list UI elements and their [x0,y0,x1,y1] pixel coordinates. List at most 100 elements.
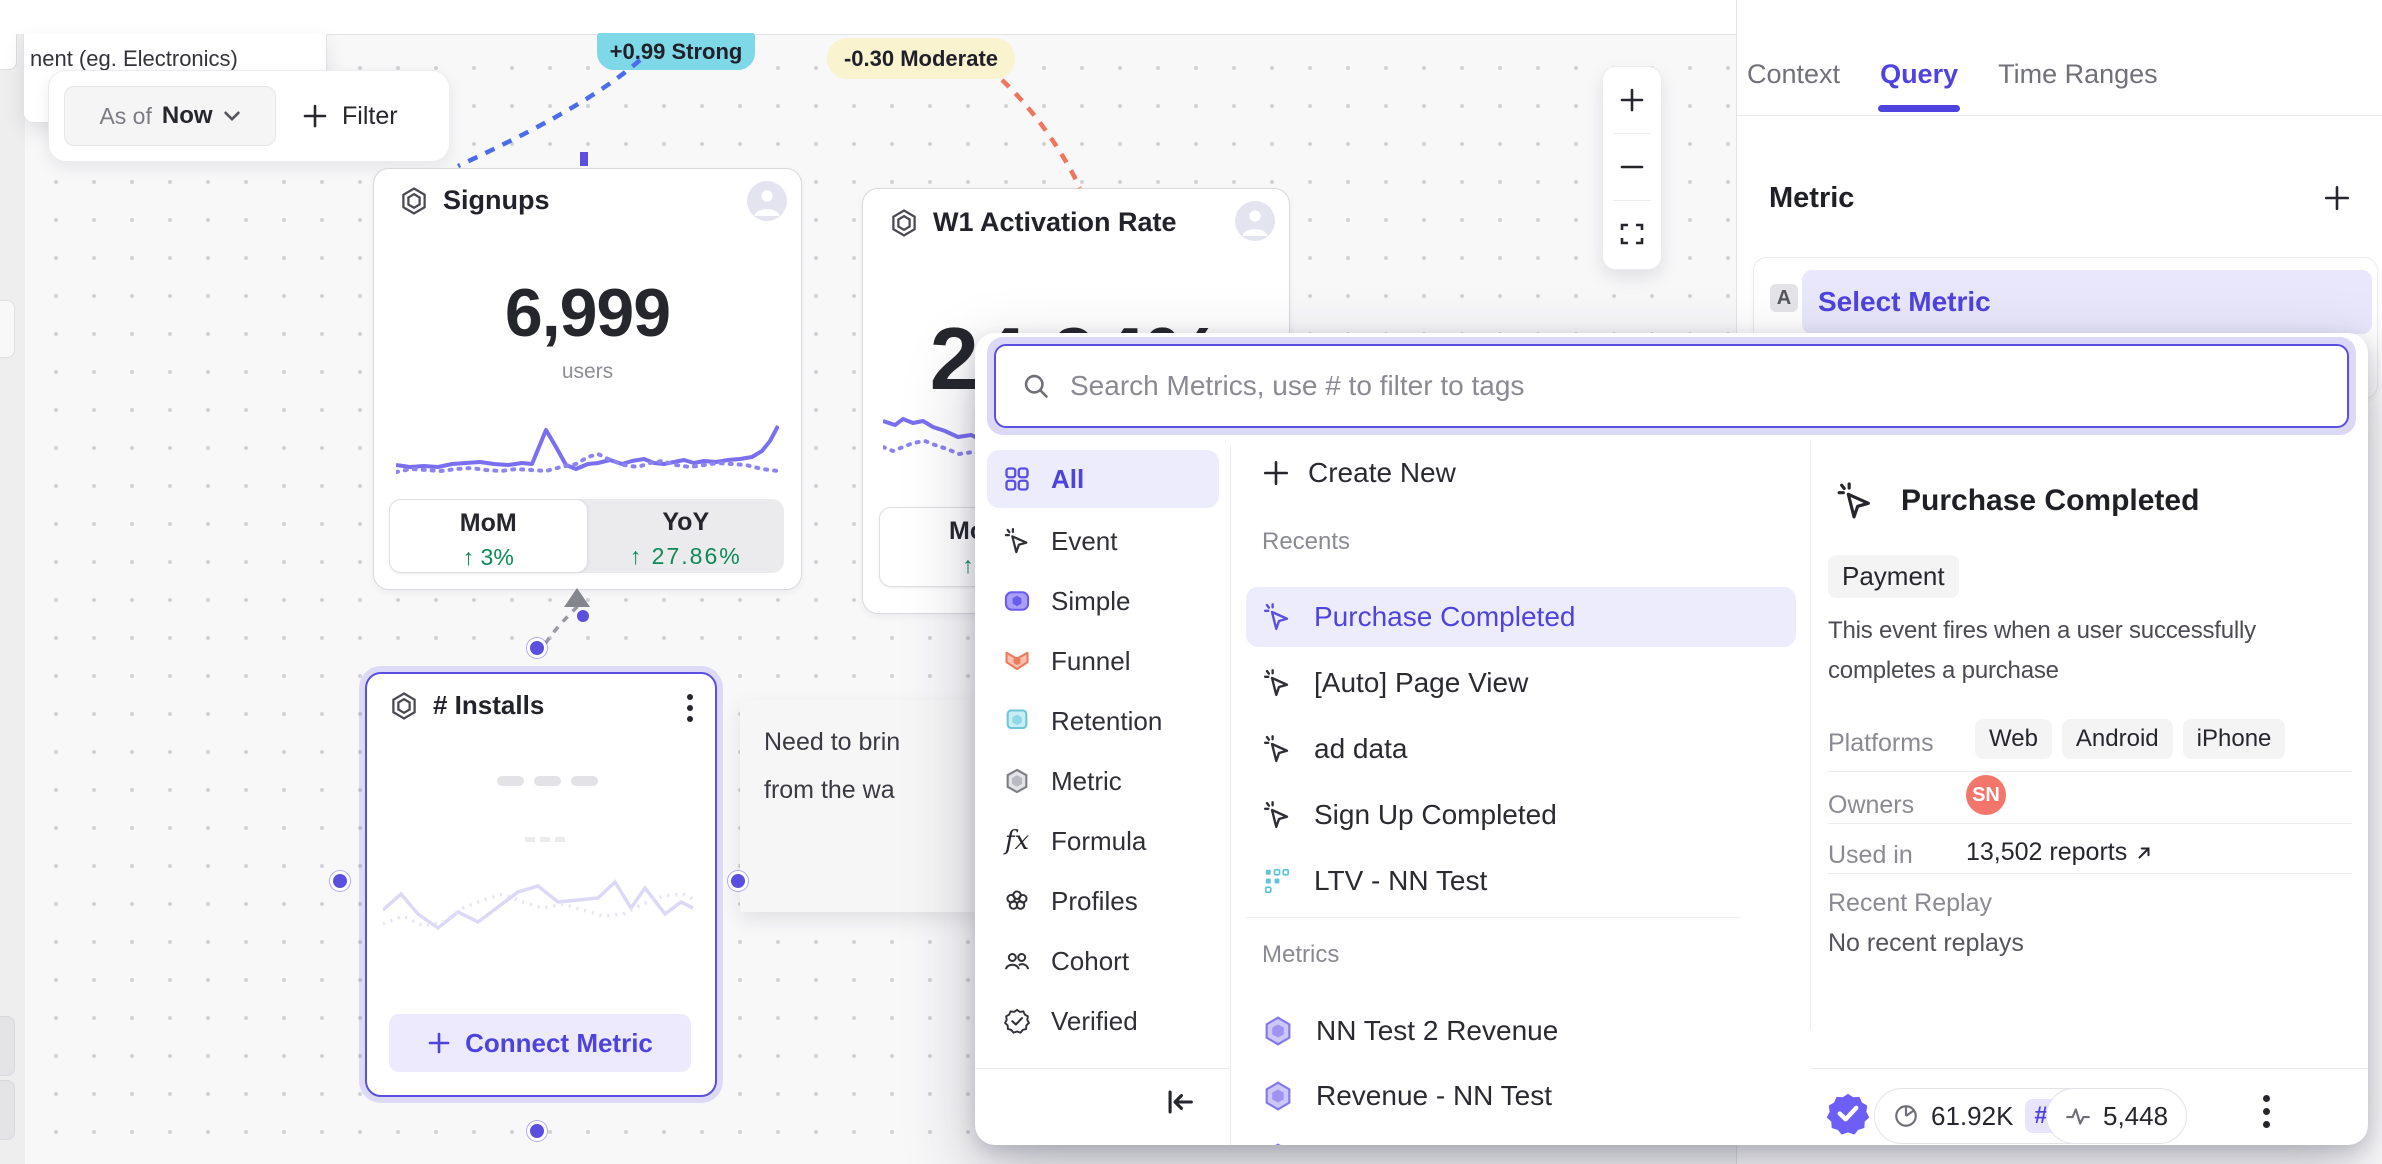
kebab-menu-icon[interactable] [687,694,693,722]
metric-hexagon-icon [392,691,416,720]
avatar[interactable] [747,181,787,221]
pulse-icon [2066,1108,2090,1125]
toggle-label: YoY [662,508,710,536]
category-all[interactable]: All [1003,449,1084,509]
category-retention[interactable]: Retention [1003,691,1162,751]
correlation-badge-strong[interactable]: +0.99 Strong [597,33,755,70]
category-label: Cohort [1051,945,1130,976]
recent-item-sign-up-completed[interactable]: Sign Up Completed [1262,785,1557,845]
category-cohort[interactable]: Cohort [1003,931,1129,991]
grid-icon [1005,467,1029,491]
tag-chip[interactable]: Payment [1828,555,1959,598]
category-verified[interactable]: Verified [1003,991,1138,1051]
recent-item-label: LTV - NN Test [1314,865,1488,896]
sticky-note-need[interactable]: Need to brin from the wa [740,700,980,912]
metric-hexagon-purple-icon [1265,1081,1291,1111]
category-profiles[interactable]: Profiles [1003,871,1138,931]
plus-icon [1263,460,1289,486]
tab-query[interactable]: Query [1878,59,1961,112]
detail-title: Purchase Completed [1901,484,2200,517]
used-in-value: 13,502 reports [1966,838,2128,866]
tab-context[interactable]: Context [1747,59,1841,89]
fullscreen-icon [1620,223,1644,245]
sticky-note-line: from the wa [764,776,895,804]
profiles-cluster-icon [1006,890,1028,910]
filter-button[interactable]: Filter [302,102,398,131]
used-in-link[interactable]: 13,502 reports [1966,838,2153,867]
retention-icon [1006,709,1028,730]
connection-handle-top[interactable] [527,638,547,658]
recents-metrics-divider [1246,917,1740,918]
metric-hexagon-purple-icon [1265,1016,1291,1046]
toggle-mom[interactable]: MoM ↑ 3% [389,499,588,573]
recent-item-ad-data[interactable]: ad data [1262,719,1407,779]
select-metric-row[interactable]: Select Metric [1802,270,2372,334]
category-label: Retention [1051,705,1163,736]
installs-card[interactable]: # Installs Connect Metric [365,672,717,1097]
verified-seal-icon [1003,1008,1031,1034]
connection-handle-left[interactable] [330,871,350,891]
fit-view-button[interactable] [1603,201,1661,267]
recent-item-auto-page-view[interactable]: [Auto] Page View [1262,653,1528,713]
category-event[interactable]: Event [1003,511,1118,571]
metric-hexagon-icon [402,186,426,215]
verified-badge-icon[interactable] [1826,1091,1870,1140]
category-metric[interactable]: Metric [1003,751,1122,811]
as-of-value: Now [161,102,213,129]
category-label: Profiles [1051,885,1138,916]
usage-count: 61.92K [1931,1100,2014,1131]
connection-handle-right[interactable] [728,871,748,891]
create-new-label: Create New [1308,457,1456,488]
category-label: All [1051,463,1085,494]
collapse-sidebar-button[interactable] [1163,1085,1197,1124]
volume-pill[interactable]: 5,448 [2046,1088,2188,1144]
zoom-out-button[interactable] [1603,134,1661,200]
category-funnel[interactable]: Funnel [1003,631,1131,691]
collapse-left-icon [1168,1090,1193,1114]
platform-chip[interactable]: Web [1975,719,2052,759]
signups-card[interactable]: Signups 6,999 users MoM ↑ 3% YoY ↑ 27.86… [373,168,802,590]
category-formula[interactable]: fx Formula [1003,811,1147,871]
sticky-note-text: nent (eg. Electronics) [30,46,238,71]
search-field[interactable] [994,344,2349,428]
platform-chip[interactable]: iPhone [2182,719,2286,759]
simple-metric-icon [1004,591,1030,611]
connection-handle-bottom[interactable] [527,1121,547,1141]
add-metric-button[interactable] [2323,184,2351,217]
owner-avatar[interactable]: SN [1966,775,2006,815]
clause-letter-badge: A [1770,284,1798,312]
recent-item-label: Sign Up Completed [1314,799,1557,830]
zoom-in-button[interactable] [1603,67,1661,133]
toggle-delta: ↑ 27.86% [629,543,742,569]
category-simple[interactable]: Simple [1003,571,1130,631]
recent-item-purchase-completed[interactable]: Purchase Completed [1262,587,1575,647]
detail-divider [1810,440,1811,1030]
detail-row-divider [1828,823,2352,824]
recent-selected-bg [1246,587,1796,647]
period-toggle: MoM ↑ 3% YoY ↑ 27.86% [389,499,784,573]
platform-chip[interactable]: Android [2061,719,2173,759]
sticky-note-line: Need to brin [764,728,901,756]
placeholder-dashes [497,776,598,786]
create-new-button[interactable]: Create New [1262,443,1456,503]
metric-value: 6,999 [504,275,671,351]
as-of-dropdown[interactable]: As of Now [64,86,276,146]
plus-icon [303,104,327,128]
detail-row-divider [1828,873,2352,874]
avatar[interactable] [1235,201,1275,241]
recent-item-ltv-nn-test[interactable]: LTV - NN Test [1262,851,1487,911]
kebab-menu-icon[interactable] [2263,1095,2270,1128]
correlation-badge-moderate[interactable]: -0.30 Moderate [827,38,1015,79]
footer-divider [1810,1068,2368,1069]
metric-hexagon-icon [892,208,916,237]
connect-metric-button[interactable]: Connect Metric [389,1014,691,1072]
search-input[interactable] [1068,369,2347,403]
metric-item-revenue-nn-test[interactable]: Revenue - NN Test [1262,1066,1552,1126]
metric-item-nn-test-2-revenue[interactable]: NN Test 2 Revenue [1262,1001,1558,1061]
metrics-heading: Metrics [1262,941,1340,968]
category-selected-bg [987,450,1219,508]
event-cursor-icon [1263,735,1289,763]
tab-time-ranges[interactable]: Time Ranges [1998,59,2158,89]
toggle-yoy[interactable]: YoY ↑ 27.86% [588,499,785,573]
owners-label: Owners [1828,791,1915,819]
